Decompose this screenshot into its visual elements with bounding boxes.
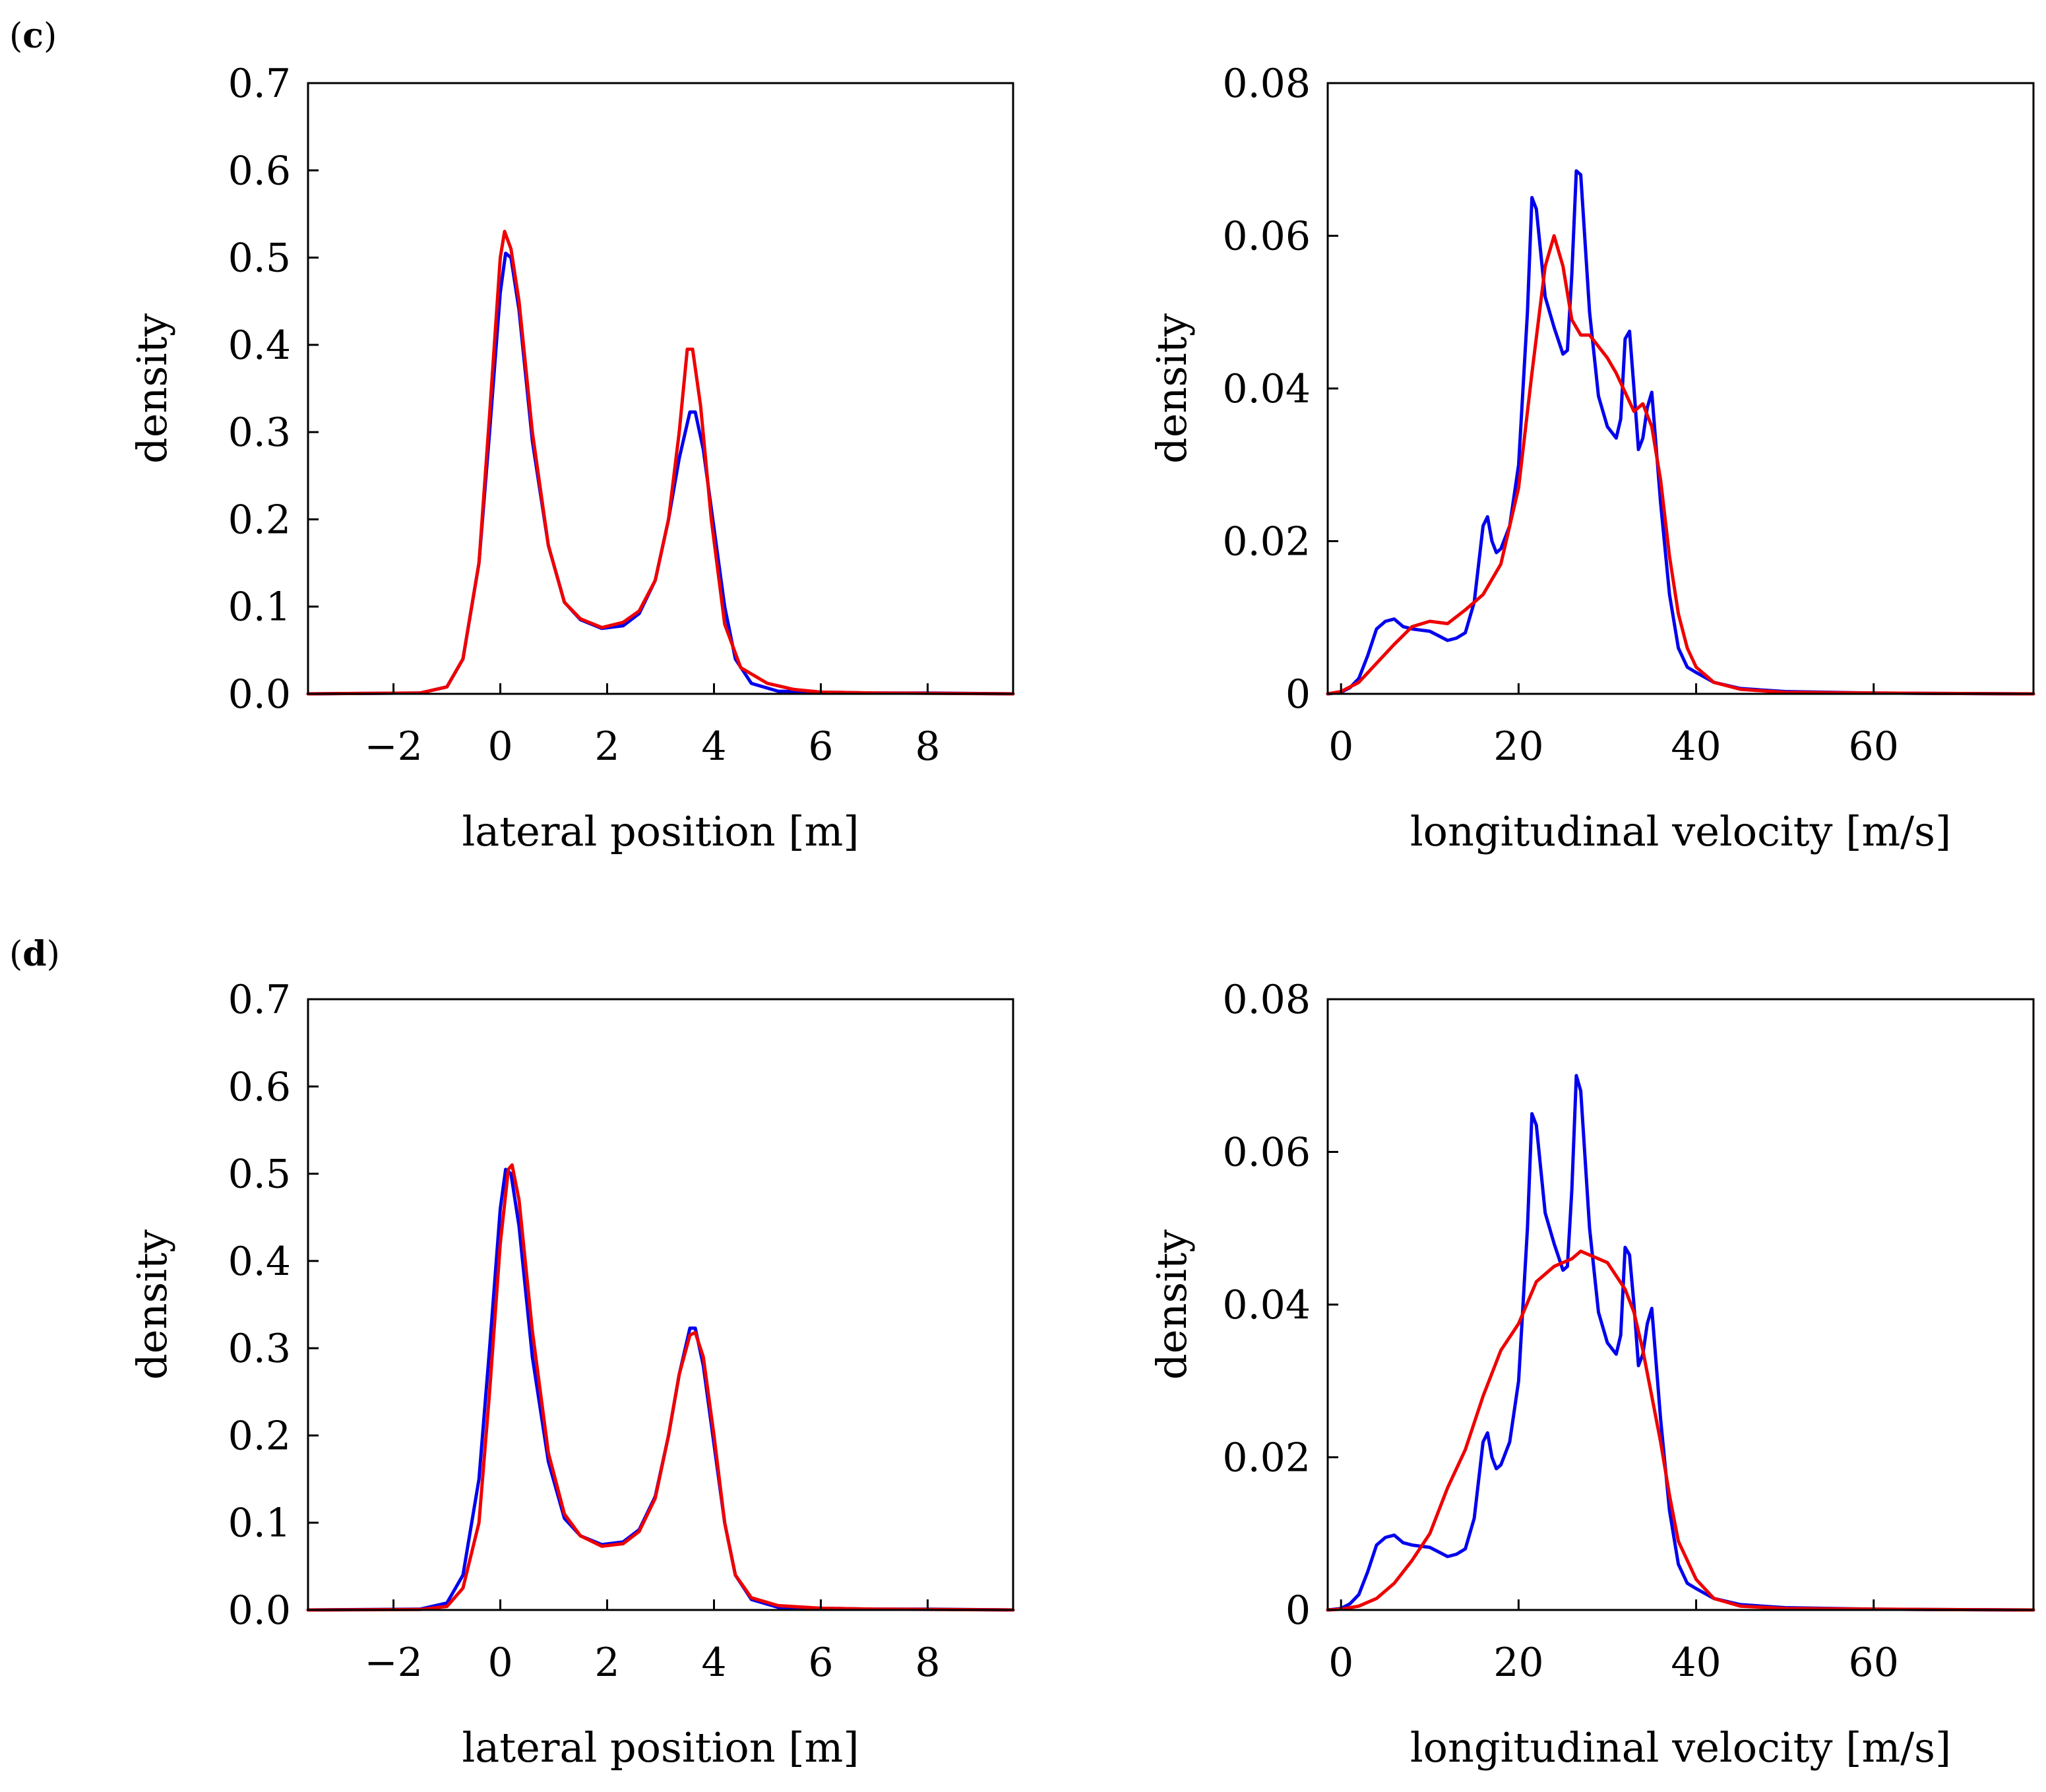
x-tick-label: 6 [808,724,833,770]
chart-c-lateral-position: −2 0 2 4 6 8 0.0 0.1 0.2 0.3 0.4 0.5 0.6 0.7 lateral p… [128,61,1015,855]
y-tick-label: 0.2 [228,497,291,543]
x-axis-label: longitudinal velocity [m/s] [1410,1723,1951,1772]
chart-c-longitudinal-velocity: 0 20 40 60 0 0.02 0.04 0.06 0.08 longitudinal vel… [1148,61,2035,855]
y-tick-label: 0.02 [1222,519,1311,565]
x-tick-label: 4 [701,724,726,770]
x-tick-label: 0 [487,724,512,770]
x-tick-label: 40 [1671,724,1721,770]
panel-label-d-close: ) [47,935,60,974]
y-tick-label: 0.1 [228,1500,291,1547]
y-tick-label: 0 [1286,1588,1311,1634]
y-tick-label: 0.06 [1222,214,1311,260]
y-tick-label: 0.2 [228,1413,291,1459]
y-tick-label: 0.6 [228,1064,291,1110]
panel-label-d-open: ( [9,935,22,974]
series-line-red [306,1163,1015,1612]
series-line-red [1326,1249,2035,1612]
x-tick-label: 2 [594,1640,619,1686]
y-tick-label: 0.7 [228,61,291,107]
x-tick-label: 4 [701,1640,726,1686]
chart-d-lateral-position: −2 0 2 4 6 8 0.0 0.1 0.2 0.3 0.4 0.5 0.6 0.7 lateral p… [128,977,1015,1772]
y-tick-label: 0.3 [228,1326,291,1372]
y-tick-label: 0.04 [1222,366,1311,412]
series-line-red [1326,234,2035,696]
chart-d-longitudinal-velocity: 0 20 40 60 0 0.02 0.04 0.06 0.08 longitudinal vel… [1148,977,2035,1772]
y-tick-label: 0.06 [1222,1130,1311,1176]
x-tick-label: −2 [364,1640,422,1686]
x-tick-label: 20 [1493,1640,1543,1686]
x-axis-label: lateral position [m] [462,807,859,855]
panel-label-c-open: ( [9,16,22,56]
x-tick-label: 0 [1328,1640,1353,1686]
x-tick-label: 2 [594,724,619,770]
x-tick-label: 8 [915,724,940,770]
x-tick-label: 0 [1328,724,1353,770]
y-tick-label: 0.5 [228,235,291,282]
y-tick-label: 0.5 [228,1152,291,1198]
panel-label-c-letter: c [22,16,44,56]
y-axis-label: density [128,1229,176,1380]
y-tick-label: 0 [1286,671,1311,718]
y-tick-label: 0.3 [228,410,291,456]
x-tick-label: −2 [364,724,422,770]
y-axis-label: density [128,313,176,464]
x-tick-label: 60 [1849,724,1899,770]
panel-label-c: (c) [9,16,57,56]
y-tick-label: 0.02 [1222,1435,1311,1481]
x-tick-label: 0 [487,1640,512,1686]
series-line-blue [1326,1074,2035,1612]
x-axis-label: lateral position [m] [462,1723,859,1772]
y-axis-label: density [1148,313,1196,464]
x-tick-label: 40 [1671,1640,1721,1686]
panel-label-c-close: ) [44,16,57,56]
x-tick-label: 20 [1493,724,1543,770]
series-line-red [306,230,1015,696]
y-tick-label: 0.04 [1222,1282,1311,1328]
y-tick-label: 0.1 [228,584,291,631]
x-tick-label: 6 [808,1640,833,1686]
y-tick-label: 0.6 [228,148,291,194]
y-tick-label: 0.4 [228,1239,291,1285]
plot-frame [307,998,1014,1611]
plot-frame [307,82,1014,695]
panel-label-d-letter: d [22,934,46,974]
y-axis-label: density [1148,1229,1196,1380]
panel-label-d: (d) [9,934,60,974]
x-axis-label: longitudinal velocity [m/s] [1410,807,1951,855]
x-tick-label: 60 [1849,1640,1899,1686]
y-tick-label: 0.4 [228,323,291,369]
y-tick-label: 0.08 [1222,977,1311,1023]
y-tick-label: 0.0 [228,1588,291,1634]
y-tick-label: 0.08 [1222,61,1311,107]
y-tick-label: 0.0 [228,671,291,718]
x-tick-label: 8 [915,1640,940,1686]
y-tick-label: 0.7 [228,977,291,1023]
